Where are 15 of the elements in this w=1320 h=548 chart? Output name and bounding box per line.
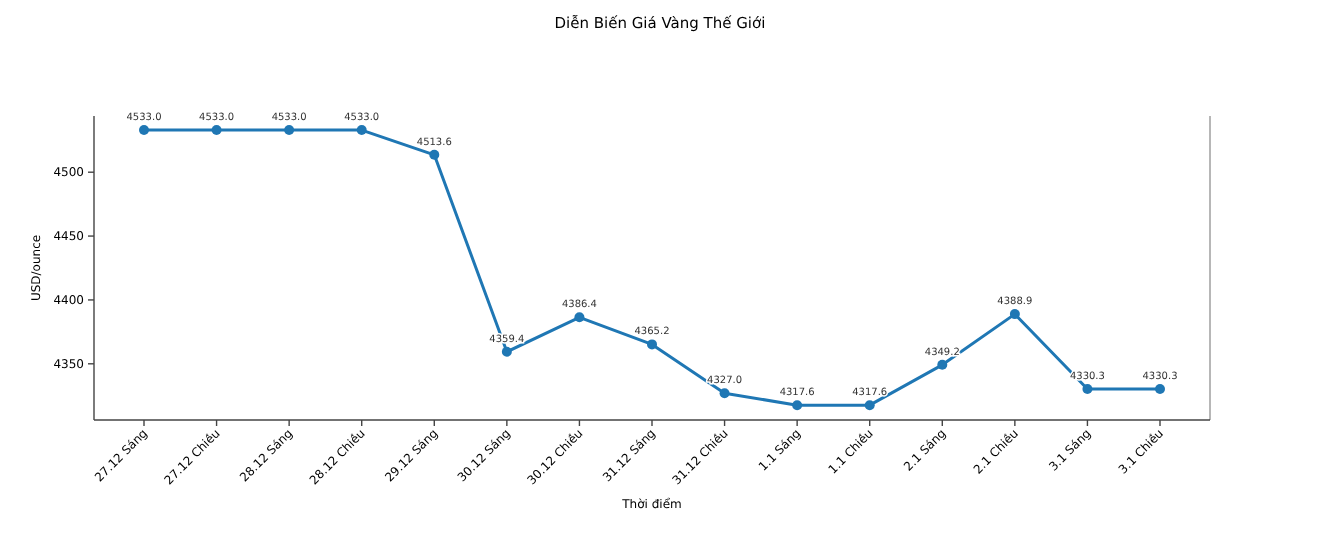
point	[647, 339, 657, 350]
point	[937, 359, 948, 370]
point	[719, 388, 730, 399]
point	[139, 125, 149, 136]
point	[211, 125, 222, 136]
point	[792, 400, 803, 411]
point	[284, 125, 295, 136]
point	[1009, 309, 1020, 320]
point	[356, 125, 367, 136]
point	[501, 346, 512, 357]
point	[429, 149, 440, 160]
point	[864, 400, 875, 411]
point	[1082, 383, 1093, 394]
point	[574, 312, 585, 323]
point	[1155, 383, 1165, 394]
